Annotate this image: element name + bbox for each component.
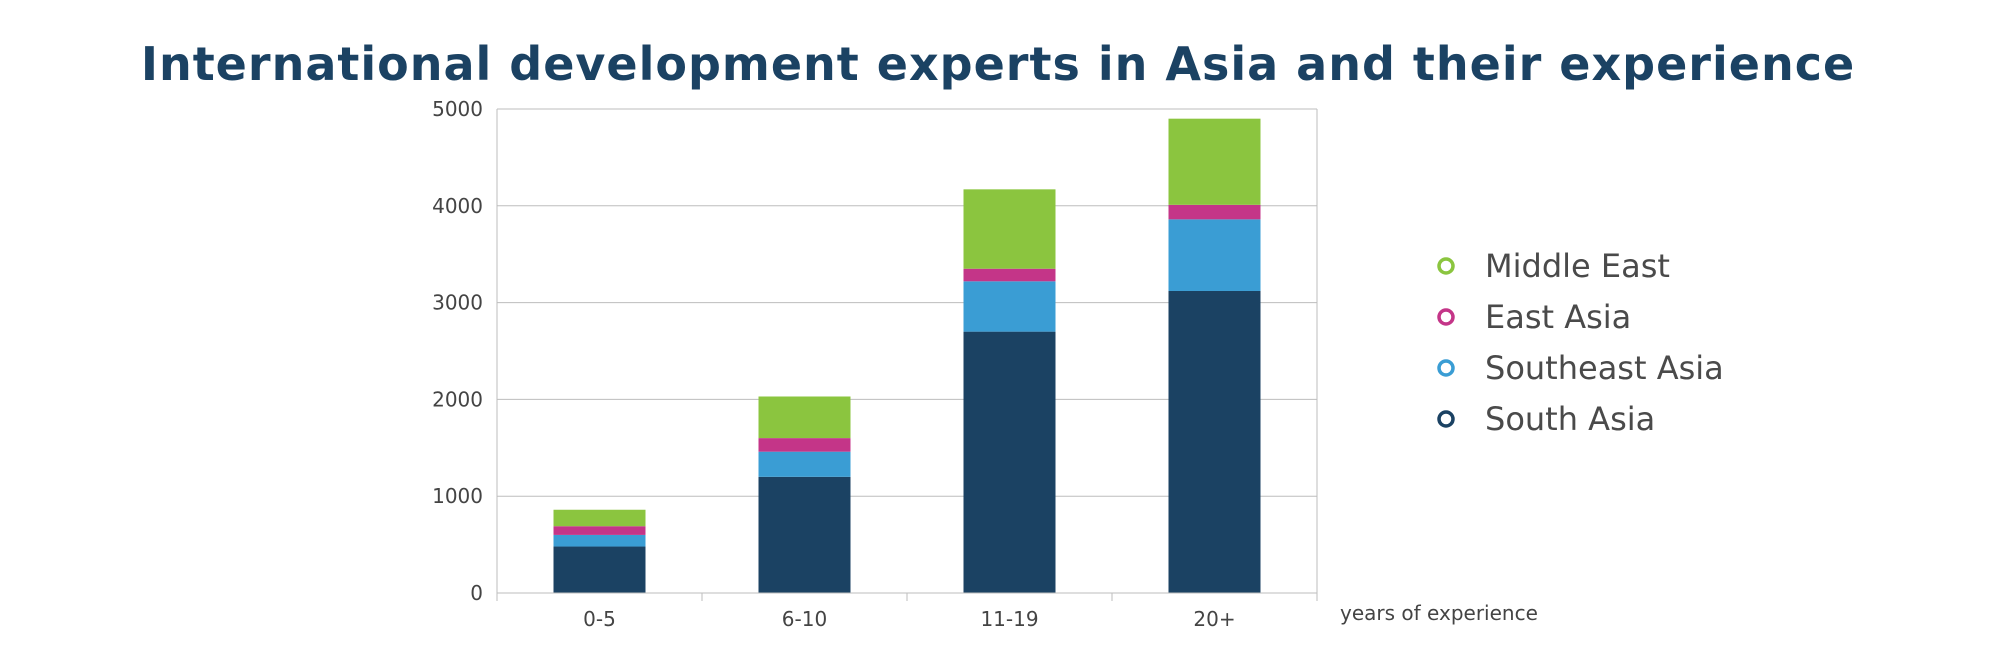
bar-segment [758, 438, 851, 452]
y-tick-label: 5000 [432, 97, 483, 121]
legend-label: Middle East [1485, 247, 1670, 285]
bar-segment [963, 189, 1056, 269]
axes: 0 1000 2000 3000 4000 5000 0-5 6-10 11-19 20+ [432, 97, 1318, 631]
legend-marker [1437, 359, 1455, 377]
x-tick-label: 6-10 [782, 607, 827, 631]
legend-label: South Asia [1485, 400, 1655, 438]
bar-segment [553, 546, 646, 593]
bar-segment [758, 396, 851, 439]
x-tick-label: 0-5 [583, 607, 616, 631]
y-tick-label: 3000 [432, 291, 483, 315]
legend-marker [1437, 308, 1455, 326]
y-tick-label: 0 [470, 581, 483, 605]
bar-segment [553, 534, 646, 547]
x-tick-label: 20+ [1193, 607, 1235, 631]
y-tick-label: 1000 [432, 484, 483, 508]
bars [553, 118, 1261, 593]
legend-label: Southeast Asia [1485, 349, 1724, 387]
legend: Middle East East Asia Southeast Asia South … [1437, 247, 1724, 438]
bar-segment [553, 526, 646, 535]
x-axis-title: years of experience [1340, 601, 1538, 625]
bar-segment [553, 509, 646, 527]
y-tick-label: 4000 [432, 194, 483, 218]
bar-segment [758, 451, 851, 477]
x-tick-label: 11-19 [980, 607, 1038, 631]
legend-label: East Asia [1485, 298, 1631, 336]
bar-segment [1168, 118, 1261, 205]
bar-segment [1168, 290, 1261, 593]
bar-segment [758, 476, 851, 593]
bar-segment [1168, 204, 1261, 220]
bar-segment [963, 331, 1056, 593]
bar-segment [963, 281, 1056, 332]
legend-marker [1437, 410, 1455, 428]
chart-title: International development experts in Asi… [141, 37, 1855, 91]
bar-segment [963, 268, 1056, 282]
y-tick-label: 2000 [432, 387, 483, 411]
legend-marker [1437, 257, 1455, 275]
bar-segment [1168, 219, 1261, 291]
